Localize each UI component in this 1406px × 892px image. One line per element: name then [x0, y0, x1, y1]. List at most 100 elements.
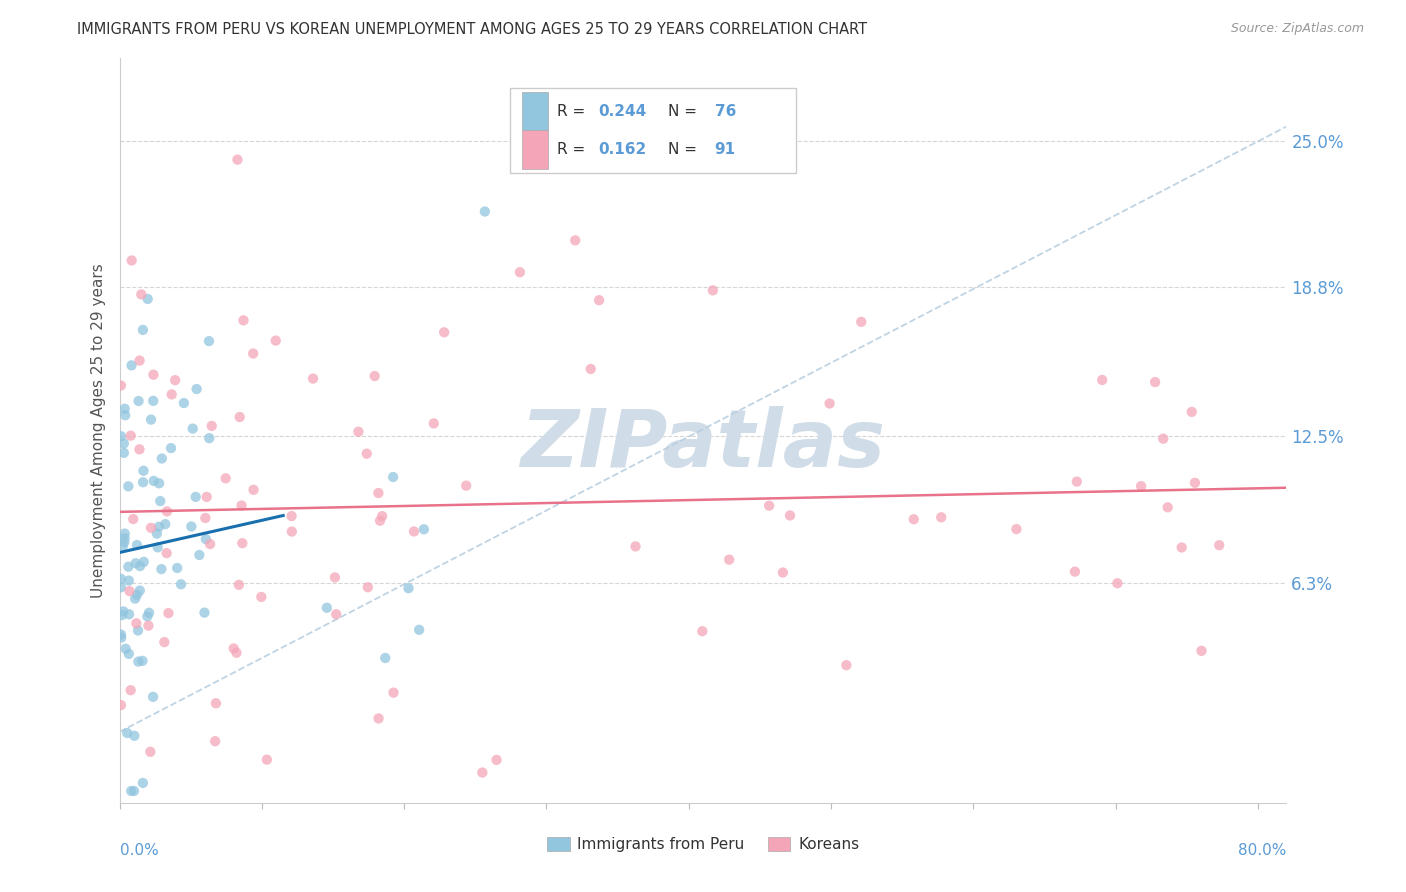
Point: [382, 685, 405, 699]
Point: [132, 776, 155, 790]
Point: [112, 604, 135, 618]
Point: [201, 418, 224, 433]
Point: [125, 588, 148, 602]
Text: R =: R =: [557, 104, 591, 120]
Point: [132, 475, 155, 490]
Point: [347, 425, 370, 439]
Point: [121, 359, 143, 373]
Point: [198, 537, 221, 551]
Point: [357, 580, 380, 594]
Point: [170, 577, 193, 591]
Text: 0.162: 0.162: [598, 142, 647, 157]
Point: [280, 509, 302, 524]
Point: [818, 396, 841, 410]
Point: [118, 574, 141, 588]
Point: [779, 508, 801, 523]
Point: [136, 609, 159, 624]
Point: [139, 745, 162, 759]
Point: [250, 590, 273, 604]
Point: [156, 504, 179, 518]
Point: [173, 396, 195, 410]
Point: [1170, 541, 1192, 555]
Point: [118, 584, 141, 599]
Point: [1184, 475, 1206, 490]
Point: [122, 512, 145, 526]
Y-axis label: Unemployment Among Ages 25 to 29 years: Unemployment Among Ages 25 to 29 years: [91, 263, 107, 598]
Point: [225, 646, 247, 660]
Point: [148, 476, 170, 491]
Point: [204, 734, 226, 748]
Legend: Immigrants from Peru, Koreans: Immigrants from Peru, Koreans: [541, 831, 865, 858]
Point: [157, 606, 180, 620]
Point: [125, 616, 148, 631]
Point: [117, 479, 139, 493]
Point: [160, 387, 183, 401]
Point: [110, 631, 132, 645]
Point: [146, 541, 169, 555]
Point: [110, 627, 132, 641]
Point: [138, 606, 160, 620]
Point: [115, 726, 138, 740]
Point: [110, 698, 132, 712]
Point: [188, 548, 211, 562]
Point: [323, 570, 346, 584]
Text: R =: R =: [557, 142, 591, 157]
Point: [205, 696, 228, 710]
Point: [128, 442, 150, 457]
Point: [456, 478, 478, 492]
Point: [198, 431, 221, 445]
Point: [702, 283, 724, 297]
Point: [131, 654, 153, 668]
Point: [368, 514, 391, 528]
Point: [194, 532, 217, 546]
Point: [367, 711, 389, 725]
Point: [148, 520, 170, 534]
Point: [150, 451, 173, 466]
Point: [194, 511, 217, 525]
Point: [1064, 565, 1087, 579]
Text: N =: N =: [668, 104, 702, 120]
Point: [1091, 373, 1114, 387]
Point: [367, 486, 389, 500]
Point: [1152, 432, 1174, 446]
Point: [142, 393, 165, 408]
Point: [222, 641, 245, 656]
Point: [624, 540, 647, 554]
Point: [120, 683, 142, 698]
Point: [718, 552, 741, 566]
Point: [325, 607, 347, 622]
Point: [111, 539, 134, 553]
Point: [160, 441, 183, 455]
Point: [114, 526, 136, 541]
Point: [124, 729, 146, 743]
Point: [142, 474, 165, 488]
Point: [412, 522, 434, 536]
Point: [111, 607, 134, 622]
Text: 0.244: 0.244: [598, 104, 647, 120]
Point: [127, 655, 149, 669]
Point: [579, 362, 602, 376]
Point: [150, 562, 173, 576]
Point: [1005, 522, 1028, 536]
Point: [149, 494, 172, 508]
Point: [139, 521, 162, 535]
Point: [112, 436, 135, 450]
Point: [112, 535, 135, 549]
Point: [903, 512, 925, 526]
Point: [485, 753, 508, 767]
Point: [302, 371, 325, 385]
Point: [256, 753, 278, 767]
Point: [929, 510, 952, 524]
Point: [474, 204, 496, 219]
Point: [125, 538, 148, 552]
Point: [146, 526, 169, 541]
Point: [153, 635, 176, 649]
Point: [114, 641, 136, 656]
Point: [692, 624, 714, 639]
Point: [131, 287, 153, 301]
Point: [231, 536, 253, 550]
Point: [226, 153, 249, 167]
Point: [110, 580, 132, 594]
Point: [382, 470, 405, 484]
Point: [138, 618, 160, 632]
